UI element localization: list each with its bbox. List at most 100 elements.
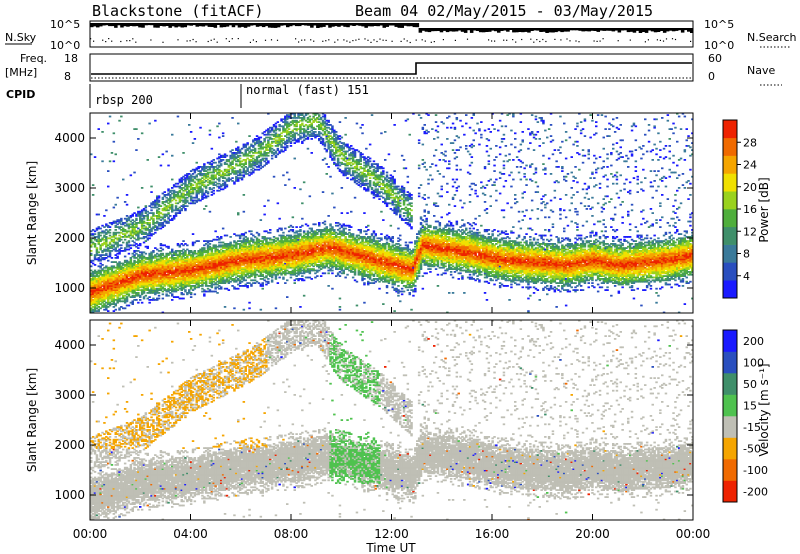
power-cell <box>167 261 170 263</box>
power-cell <box>188 265 191 268</box>
power-cell <box>214 184 217 186</box>
power-cell <box>165 213 168 216</box>
power-cell <box>191 269 195 272</box>
power-cell <box>171 203 174 206</box>
power-cell <box>238 250 242 252</box>
power-cell <box>123 283 127 286</box>
nsearch-dot <box>216 41 218 43</box>
power-cell <box>146 237 149 240</box>
power-cell <box>210 265 214 268</box>
power-cell <box>137 255 140 258</box>
power-cell <box>169 252 172 255</box>
power-cell <box>182 244 185 247</box>
power-cell <box>108 247 112 249</box>
power-cell <box>182 285 185 287</box>
power-cell <box>146 271 149 273</box>
power-cell <box>248 159 251 161</box>
power-cell <box>108 287 112 290</box>
power-cell <box>156 285 159 287</box>
power-cell <box>197 188 200 191</box>
power-cell <box>235 149 238 151</box>
power-cell <box>123 282 127 284</box>
power-cell <box>218 258 221 261</box>
power-cell <box>135 234 138 237</box>
power-cell <box>197 181 200 184</box>
power-cell <box>133 264 136 266</box>
power-cell <box>110 299 114 301</box>
power-cell <box>107 300 110 303</box>
power-cell <box>193 188 197 191</box>
power-cell <box>172 269 176 272</box>
power-cell <box>120 278 123 280</box>
power-cell <box>237 275 240 277</box>
power-cell <box>250 251 253 254</box>
power-cell <box>261 247 264 249</box>
power-cell <box>165 208 168 210</box>
power-cell <box>208 210 212 213</box>
nsky-bar <box>530 28 534 31</box>
power-cell <box>223 163 227 165</box>
power-cell <box>137 247 140 249</box>
power-cell <box>99 231 102 234</box>
nsky-bar <box>340 23 344 26</box>
power-cell <box>184 266 187 269</box>
power-cell <box>191 266 195 269</box>
power-cell <box>237 164 240 167</box>
nsearch-dot <box>276 39 279 41</box>
power-cell <box>193 251 197 254</box>
power-cell <box>218 136 221 139</box>
power-cell <box>208 271 212 273</box>
power-cell <box>257 275 261 277</box>
power-cell <box>116 196 119 199</box>
power-cell <box>144 266 148 269</box>
power-cell <box>154 255 157 258</box>
power-cell <box>225 254 229 256</box>
power-cell <box>154 287 157 290</box>
power-cell <box>208 258 212 261</box>
power-cell <box>169 282 172 284</box>
count-tick-high-left: 10^5 <box>50 18 80 31</box>
power-cell <box>95 289 99 291</box>
power-cell <box>210 250 214 252</box>
power-cell <box>99 247 102 249</box>
power-cell <box>191 199 195 202</box>
power-cell <box>131 292 134 294</box>
power-cell <box>182 194 185 196</box>
power-cell <box>99 255 102 258</box>
power-cell <box>197 250 200 252</box>
power-cell <box>191 233 195 235</box>
power-cell <box>123 201 127 203</box>
power-cell <box>144 226 148 228</box>
power-cell <box>189 273 193 276</box>
power-cell <box>167 192 170 195</box>
power-cell <box>114 247 117 249</box>
power-cell <box>139 216 142 219</box>
power-cell <box>229 273 232 276</box>
power-cell <box>204 265 208 268</box>
power-cell <box>180 273 183 276</box>
power-cell <box>204 177 208 179</box>
power-cell <box>220 269 223 272</box>
power-cell <box>261 269 264 272</box>
power-cell <box>225 262 229 265</box>
power-cell <box>167 217 170 220</box>
power-cell <box>204 173 208 175</box>
power-cell <box>216 164 219 167</box>
power-cell <box>152 261 155 263</box>
power-cell <box>238 168 242 171</box>
power-cell <box>169 196 172 199</box>
nsearch-dot <box>367 39 369 41</box>
power-cell <box>203 250 206 252</box>
power-cell <box>184 174 187 177</box>
power-cell <box>227 177 231 179</box>
nsky-bar <box>225 23 230 27</box>
power-cell <box>248 262 251 265</box>
power-cell <box>252 157 255 160</box>
power-cell <box>223 153 227 156</box>
power-cell <box>221 173 225 175</box>
power-cell <box>171 189 174 192</box>
nsky-bar <box>653 28 658 33</box>
power-cell <box>242 145 246 147</box>
power-cell <box>142 217 146 220</box>
power-cell <box>253 139 257 142</box>
